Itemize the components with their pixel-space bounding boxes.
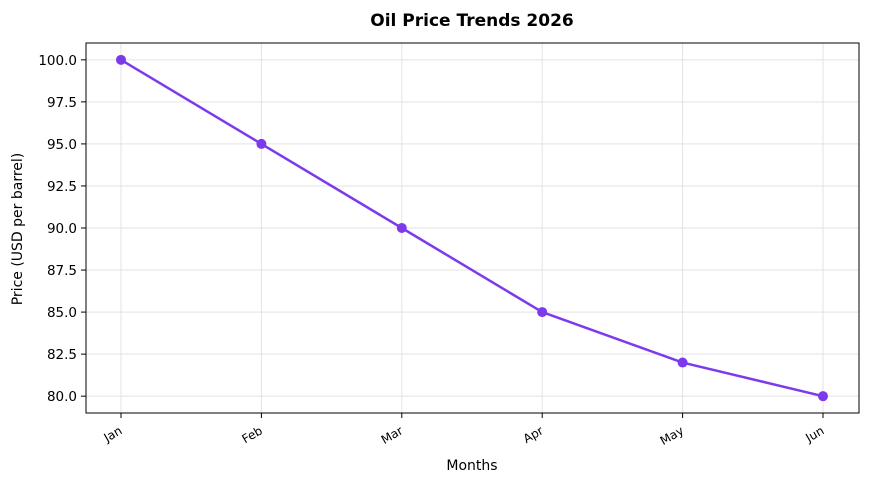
x-tick-label: Jan bbox=[101, 423, 125, 445]
x-tick-label: Mar bbox=[379, 423, 406, 446]
data-point bbox=[116, 54, 126, 65]
y-tick-label: 100.0 bbox=[38, 53, 77, 69]
series-group bbox=[116, 54, 828, 402]
y-tick-label: 95.0 bbox=[47, 137, 77, 153]
x-tick-label: Apr bbox=[521, 423, 546, 446]
data-point bbox=[818, 391, 828, 402]
data-point bbox=[537, 307, 548, 318]
y-tick-label: 92.5 bbox=[47, 179, 77, 195]
chart-title: Oil Price Trends 2026 bbox=[370, 11, 574, 31]
y-tick-label: 85.0 bbox=[47, 305, 77, 321]
data-point bbox=[256, 138, 267, 149]
x-axis-label: Months bbox=[446, 458, 497, 474]
grid-lines bbox=[86, 43, 859, 413]
data-point bbox=[677, 357, 688, 368]
x-axis-ticks: Jan Feb Mar Apr May Jun bbox=[101, 413, 827, 448]
data-point bbox=[396, 223, 407, 233]
y-tick-label: 80.0 bbox=[47, 389, 77, 405]
y-tick-label: 87.5 bbox=[47, 263, 77, 279]
plot-frame bbox=[85, 42, 860, 414]
x-tick-label: May bbox=[658, 423, 686, 448]
y-tick-label: 90.0 bbox=[47, 221, 77, 237]
x-tick-label: Jun bbox=[802, 423, 826, 445]
x-tick-label: Feb bbox=[239, 423, 264, 446]
y-tick-label: 97.5 bbox=[47, 95, 77, 111]
y-axis-label: Price (USD per barrel) bbox=[10, 153, 26, 306]
y-axis-ticks: 80.0 82.5 85.0 87.5 90.0 92.5 95.0 97.5 100.0 bbox=[38, 53, 86, 405]
series-line bbox=[120, 58, 824, 398]
y-tick-label: 82.5 bbox=[47, 347, 77, 363]
